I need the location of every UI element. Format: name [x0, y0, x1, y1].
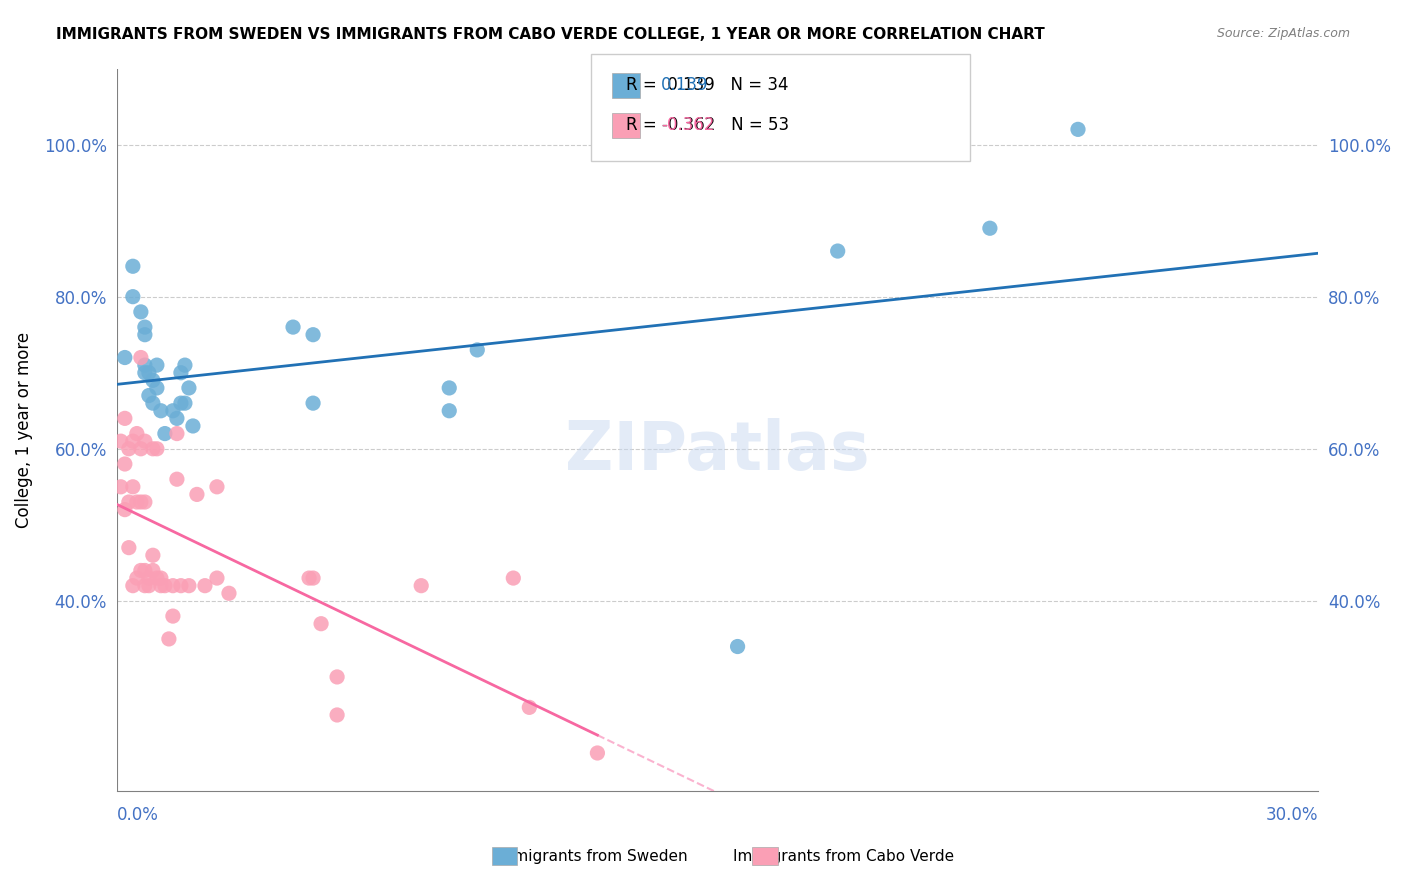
Point	[309, 616, 332, 631]
Text: IMMIGRANTS FROM SWEDEN VS IMMIGRANTS FROM CABO VERDE COLLEGE, 1 YEAR OR MORE COR: IMMIGRANTS FROM SWEDEN VS IMMIGRANTS FRO…	[56, 27, 1045, 42]
Text: 0.0%: 0.0%	[117, 806, 159, 824]
Point	[110, 480, 132, 494]
Point	[979, 221, 1001, 235]
Point	[149, 579, 172, 593]
Point	[1067, 122, 1090, 136]
Point	[174, 358, 197, 372]
Point	[439, 381, 461, 395]
Point	[827, 244, 849, 258]
Point	[125, 495, 148, 509]
Point	[129, 442, 152, 456]
Point	[411, 579, 433, 593]
Point	[517, 700, 540, 714]
Point	[186, 487, 208, 501]
Point	[134, 327, 156, 342]
Point	[129, 351, 152, 365]
Point	[146, 358, 169, 372]
Point	[142, 396, 165, 410]
Point	[146, 442, 169, 456]
Point	[125, 571, 148, 585]
Point	[142, 564, 165, 578]
Point	[114, 457, 136, 471]
Point	[326, 708, 349, 723]
Point	[162, 609, 184, 624]
Point	[129, 564, 152, 578]
Point	[134, 358, 156, 372]
Point	[146, 571, 169, 585]
Point	[134, 320, 156, 334]
Point	[177, 579, 200, 593]
Point	[177, 381, 200, 395]
Point	[142, 442, 165, 456]
Point	[153, 426, 176, 441]
Point	[281, 320, 304, 334]
Point	[727, 640, 749, 654]
Point	[121, 259, 143, 273]
Point	[439, 403, 461, 417]
Point	[502, 571, 524, 585]
Point	[121, 434, 143, 449]
Point	[110, 434, 132, 449]
Point	[326, 670, 349, 684]
Point	[149, 571, 172, 585]
Point	[174, 396, 197, 410]
Text: ZIPatlas: ZIPatlas	[565, 418, 870, 484]
Point	[134, 434, 156, 449]
Point	[170, 366, 193, 380]
Point	[114, 351, 136, 365]
Point	[134, 564, 156, 578]
Point	[298, 571, 321, 585]
Point	[134, 495, 156, 509]
Text: R =  0.139   N = 34: R = 0.139 N = 34	[626, 76, 789, 94]
Point	[138, 388, 160, 402]
Point	[205, 571, 228, 585]
Point	[149, 403, 172, 417]
Point	[134, 579, 156, 593]
Point	[125, 426, 148, 441]
Point	[181, 419, 204, 434]
Point	[166, 411, 188, 425]
Point	[194, 579, 217, 593]
Point	[586, 746, 609, 760]
Point	[146, 381, 169, 395]
Point	[142, 548, 165, 562]
Point	[162, 403, 184, 417]
Point	[166, 472, 188, 486]
Point	[302, 327, 325, 342]
Point	[114, 411, 136, 425]
Point	[138, 366, 160, 380]
Point	[302, 396, 325, 410]
Point	[218, 586, 240, 600]
Point	[121, 290, 143, 304]
Text: Immigrants from Cabo Verde: Immigrants from Cabo Verde	[733, 849, 955, 863]
Point	[114, 502, 136, 516]
Point	[118, 495, 141, 509]
Point	[118, 442, 141, 456]
Point	[121, 480, 143, 494]
Y-axis label: College, 1 year or more: College, 1 year or more	[15, 332, 32, 528]
Text: R = -0.362   N = 53: R = -0.362 N = 53	[626, 116, 789, 134]
Text: -0.362: -0.362	[661, 116, 714, 134]
Point	[166, 426, 188, 441]
Text: Immigrants from Sweden: Immigrants from Sweden	[494, 849, 688, 863]
Point	[170, 579, 193, 593]
Point	[138, 579, 160, 593]
Point	[302, 571, 325, 585]
Point	[465, 343, 488, 357]
Point	[129, 305, 152, 319]
Point	[153, 579, 176, 593]
Text: 30.0%: 30.0%	[1265, 806, 1319, 824]
Point	[121, 579, 143, 593]
Point	[118, 541, 141, 555]
Point	[157, 632, 180, 646]
Point	[142, 373, 165, 387]
Point	[170, 396, 193, 410]
Point	[162, 579, 184, 593]
Point	[138, 571, 160, 585]
Point	[129, 495, 152, 509]
Point	[134, 366, 156, 380]
Text: Source: ZipAtlas.com: Source: ZipAtlas.com	[1216, 27, 1350, 40]
Point	[205, 480, 228, 494]
Text: 0.139: 0.139	[661, 76, 709, 94]
